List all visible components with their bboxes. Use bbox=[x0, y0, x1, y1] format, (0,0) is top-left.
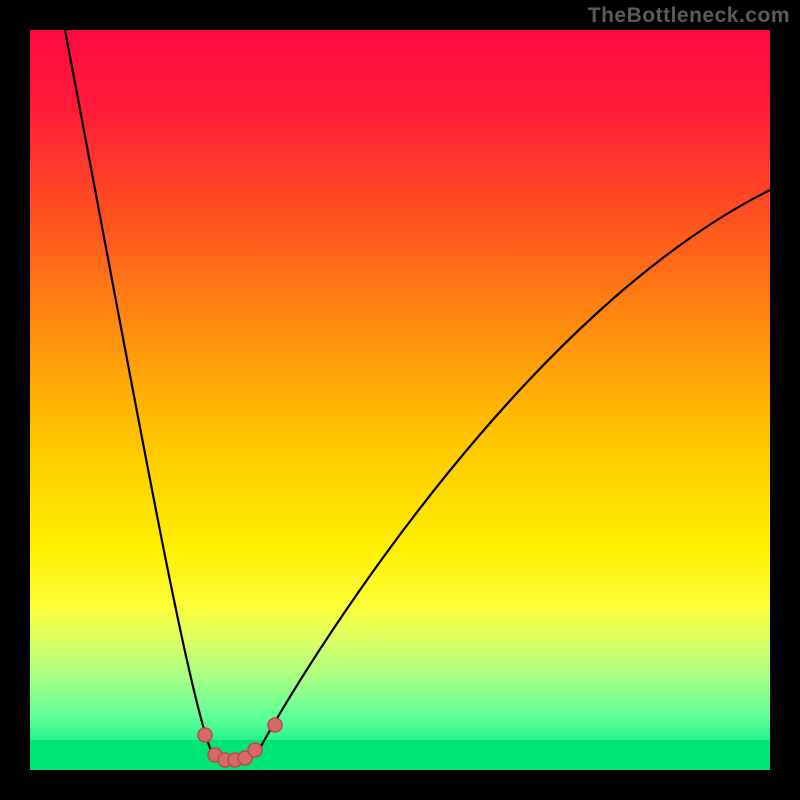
data-marker bbox=[248, 743, 262, 757]
watermark-text: TheBottleneck.com bbox=[588, 4, 790, 28]
green-band bbox=[30, 740, 770, 770]
data-marker bbox=[198, 728, 212, 742]
bottleneck-chart bbox=[0, 0, 800, 800]
chart-container: { "watermark": { "text": "TheBottleneck.… bbox=[0, 0, 800, 800]
data-marker bbox=[268, 718, 282, 732]
chart-background bbox=[30, 30, 770, 770]
